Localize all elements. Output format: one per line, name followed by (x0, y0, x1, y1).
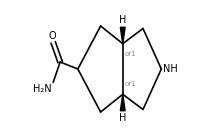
Text: H: H (119, 15, 126, 25)
Polygon shape (120, 94, 125, 111)
Text: NH: NH (163, 64, 178, 74)
Text: O: O (48, 31, 56, 41)
Text: H: H (119, 113, 126, 123)
Text: H₂N: H₂N (33, 83, 52, 94)
Text: or1: or1 (125, 81, 137, 87)
Text: or1: or1 (125, 51, 137, 57)
Polygon shape (120, 27, 125, 44)
